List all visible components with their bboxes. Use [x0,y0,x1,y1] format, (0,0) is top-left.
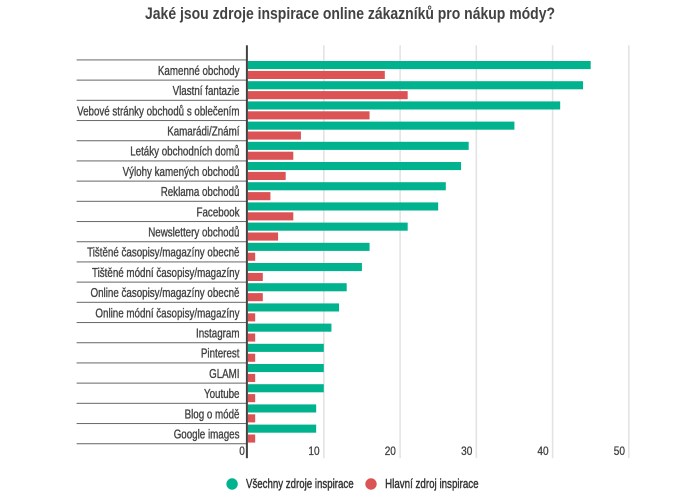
svg-text:Výlohy kamených obchodů: Výlohy kamených obchodů [123,165,240,179]
svg-text:Blog o módě: Blog o módě [185,407,240,421]
svg-text:50: 50 [614,444,625,458]
svg-text:Vlastní fantazie: Vlastní fantazie [173,84,240,98]
svg-text:Hlavní zdroj inspirace: Hlavní zdroj inspirace [385,477,479,491]
svg-text:0: 0 [239,444,245,458]
svg-text:Všechny zdroje inspirace: Všechny zdroje inspirace [246,477,354,491]
svg-text:Online módní časopisy/magazíny: Online módní časopisy/magazíny [95,306,240,320]
svg-text:Reklama obchodů: Reklama obchodů [161,185,240,199]
svg-text:30: 30 [461,444,472,458]
svg-text:Pinterest: Pinterest [201,347,240,361]
svg-text:Online časopisy/magazíny obecn: Online časopisy/magazíny obecně [91,286,240,300]
svg-text:Newslettery obchodů: Newslettery obchodů [148,226,239,240]
svg-text:Kamenné obchody: Kamenné obchody [158,64,240,78]
svg-text:Tištěné módní časopisy/magazín: Tištěné módní časopisy/magazíny [92,266,240,280]
svg-text:10: 10 [308,444,319,458]
svg-text:Instagram: Instagram [196,327,240,341]
svg-text:20: 20 [385,444,396,458]
svg-text:GLAMI: GLAMI [209,367,239,381]
svg-text:Facebook: Facebook [197,205,241,219]
svg-text:Letáky obchodních domů: Letáky obchodních domů [130,145,239,159]
svg-text:40: 40 [537,444,548,458]
svg-text:Vebové stránky obchodů s obleč: Vebové stránky obchodů s oblečením [77,104,239,118]
svg-text:Google images: Google images [174,428,240,442]
svg-text:Jaké jsou zdroje inspirace onl: Jaké jsou zdroje inspirace online zákazn… [145,4,555,23]
svg-text:Tištěné časopisy/magazíny obec: Tištěné časopisy/magazíny obecně [87,246,239,260]
svg-text:Youtube: Youtube [204,387,240,401]
svg-text:Kamarádi/Známí: Kamarádi/Známí [167,125,240,139]
